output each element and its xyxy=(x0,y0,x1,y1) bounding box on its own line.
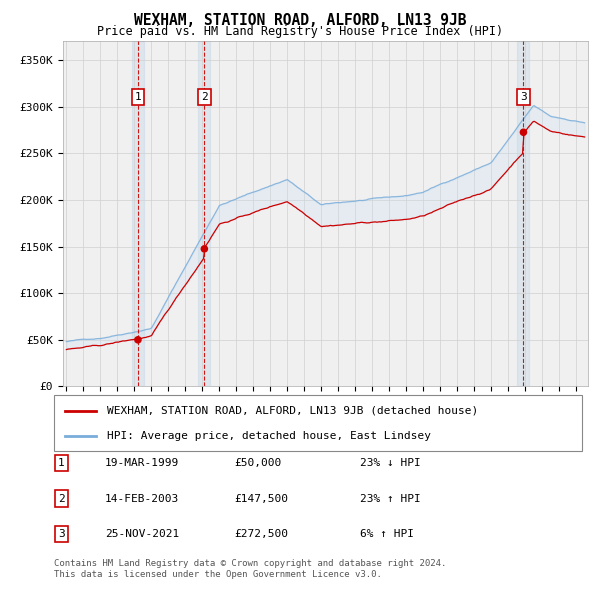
Text: £147,500: £147,500 xyxy=(234,494,288,503)
Text: 14-FEB-2003: 14-FEB-2003 xyxy=(105,494,179,503)
Text: WEXHAM, STATION ROAD, ALFORD, LN13 9JB (detached house): WEXHAM, STATION ROAD, ALFORD, LN13 9JB (… xyxy=(107,406,478,416)
Text: 23% ↓ HPI: 23% ↓ HPI xyxy=(360,458,421,468)
FancyBboxPatch shape xyxy=(54,395,582,451)
Text: Price paid vs. HM Land Registry's House Price Index (HPI): Price paid vs. HM Land Registry's House … xyxy=(97,25,503,38)
Text: £50,000: £50,000 xyxy=(234,458,281,468)
Point xyxy=(133,335,143,345)
Text: 3: 3 xyxy=(520,92,527,102)
Bar xyxy=(517,41,529,386)
Text: 3: 3 xyxy=(58,529,65,539)
Text: 1: 1 xyxy=(134,92,142,102)
Text: HPI: Average price, detached house, East Lindsey: HPI: Average price, detached house, East… xyxy=(107,431,431,441)
Text: WEXHAM, STATION ROAD, ALFORD, LN13 9JB: WEXHAM, STATION ROAD, ALFORD, LN13 9JB xyxy=(134,13,466,28)
Text: 2: 2 xyxy=(201,92,208,102)
Text: 6% ↑ HPI: 6% ↑ HPI xyxy=(360,529,414,539)
Text: 23% ↑ HPI: 23% ↑ HPI xyxy=(360,494,421,503)
Text: This data is licensed under the Open Government Licence v3.0.: This data is licensed under the Open Gov… xyxy=(54,571,382,579)
Bar xyxy=(132,41,144,386)
Point xyxy=(200,244,209,254)
Text: 1: 1 xyxy=(58,458,65,468)
Text: £272,500: £272,500 xyxy=(234,529,288,539)
Bar xyxy=(199,41,211,386)
Point xyxy=(518,127,528,137)
Text: 2: 2 xyxy=(58,494,65,503)
Text: 25-NOV-2021: 25-NOV-2021 xyxy=(105,529,179,539)
Text: Contains HM Land Registry data © Crown copyright and database right 2024.: Contains HM Land Registry data © Crown c… xyxy=(54,559,446,568)
Text: 19-MAR-1999: 19-MAR-1999 xyxy=(105,458,179,468)
